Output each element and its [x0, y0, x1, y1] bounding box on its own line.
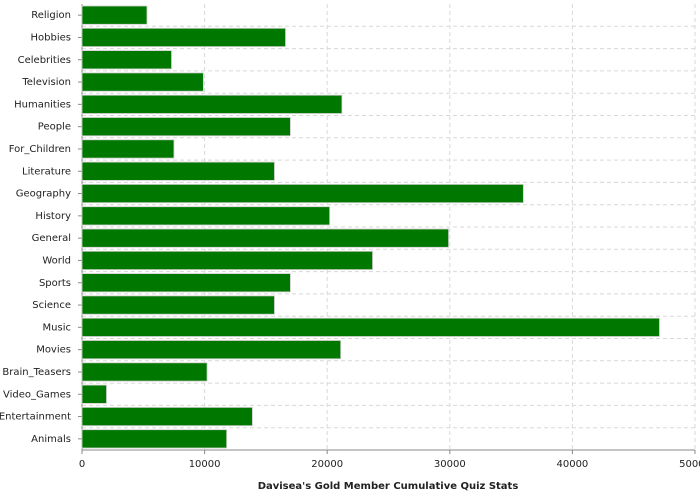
x-tick-label: 20000 [311, 459, 343, 470]
y-tick-label: Television [21, 77, 71, 88]
y-tick-label: Literature [22, 166, 71, 177]
y-tick-label: For_Children [9, 144, 71, 155]
bar [81, 250, 373, 270]
bar [81, 384, 107, 404]
bar [81, 429, 228, 449]
bar [81, 139, 175, 159]
y-tick-label: Celebrities [18, 55, 71, 66]
y-tick-label: Movies [36, 345, 71, 356]
x-tick-label: 40000 [556, 459, 588, 470]
y-tick-label: Hobbies [31, 32, 71, 43]
bar [81, 407, 253, 427]
y-tick-label: Science [32, 300, 71, 311]
bar [81, 5, 148, 25]
y-tick-label: Animals [31, 434, 71, 445]
bar [81, 340, 342, 360]
y-tick-label: Religion [31, 10, 71, 21]
y-tick-label: Geography [16, 189, 71, 200]
y-tick-label: Entertainment [0, 412, 71, 423]
y-tick-label: Sports [39, 278, 71, 289]
bar [81, 206, 331, 226]
x-tick-label: 0 [79, 459, 85, 470]
x-tick-label: 50000 [679, 459, 700, 470]
bar [81, 295, 275, 315]
y-tick-label: General [32, 233, 71, 244]
bar [81, 50, 172, 70]
bar [81, 27, 286, 47]
x-tick-label: 30000 [434, 459, 466, 470]
y-tick-label: World [42, 255, 71, 266]
bar [81, 228, 449, 248]
bar [81, 362, 208, 382]
bar [81, 117, 291, 137]
bar [81, 161, 275, 181]
y-tick-label: History [35, 211, 71, 222]
bar [81, 273, 291, 293]
y-tick-label: Humanities [14, 99, 71, 110]
y-tick-label: Brain_Teasers [2, 367, 71, 378]
bar [81, 94, 343, 114]
y-tick-label: Music [43, 322, 71, 333]
bar [81, 317, 660, 337]
y-tick-label: People [38, 122, 71, 133]
bar [81, 72, 204, 92]
y-tick-label: Video_Games [3, 389, 71, 400]
x-tick-label: 10000 [189, 459, 221, 470]
x-axis-label: Davisea's Gold Member Cumulative Quiz St… [258, 481, 519, 492]
bar [81, 184, 524, 204]
